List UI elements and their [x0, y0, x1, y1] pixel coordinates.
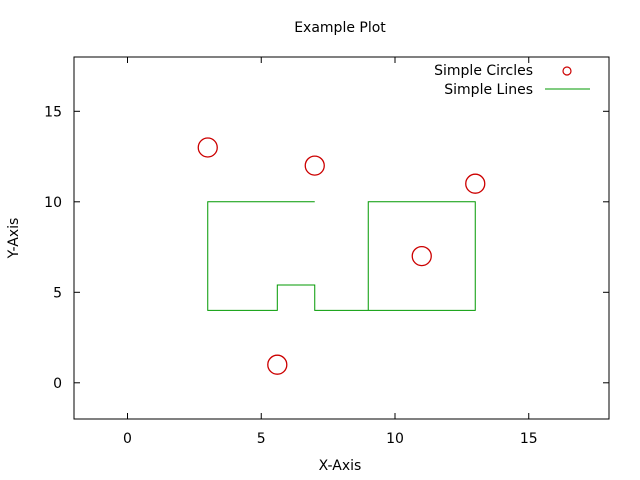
y-tick-label-1: 5 [53, 285, 62, 301]
legend: Simple Circles Simple Lines [434, 63, 590, 98]
axis-ticks: 0 5 10 15 0 5 10 15 [44, 57, 609, 447]
circle-point-3 [411, 245, 432, 267]
circle-point-1 [304, 155, 325, 176]
y-tick-label-2: 10 [44, 195, 62, 211]
x-tick-label-1: 5 [257, 431, 266, 447]
x-tick-label-0: 0 [123, 431, 132, 447]
line-series-segment-0 [207, 201, 476, 311]
legend-label-simple-lines: Simple Lines [444, 82, 533, 98]
x-axis-label: X-Axis [319, 458, 362, 474]
legend-marker-simple-circles [562, 66, 572, 76]
circle-point-0 [197, 137, 218, 158]
y-axis-label: Y-Axis [6, 218, 22, 260]
circle-point-2 [465, 173, 486, 194]
legend-label-simple-circles: Simple Circles [434, 63, 533, 79]
y-tick-label-3: 15 [44, 104, 62, 120]
y-tick-label-0: 0 [53, 376, 62, 392]
x-tick-label-2: 10 [386, 431, 404, 447]
chart-title: Example Plot [294, 20, 386, 36]
series-layer [197, 137, 486, 375]
plot-frame [73, 56, 610, 420]
x-tick-label-3: 15 [520, 431, 538, 447]
circle-point-4 [267, 354, 288, 375]
